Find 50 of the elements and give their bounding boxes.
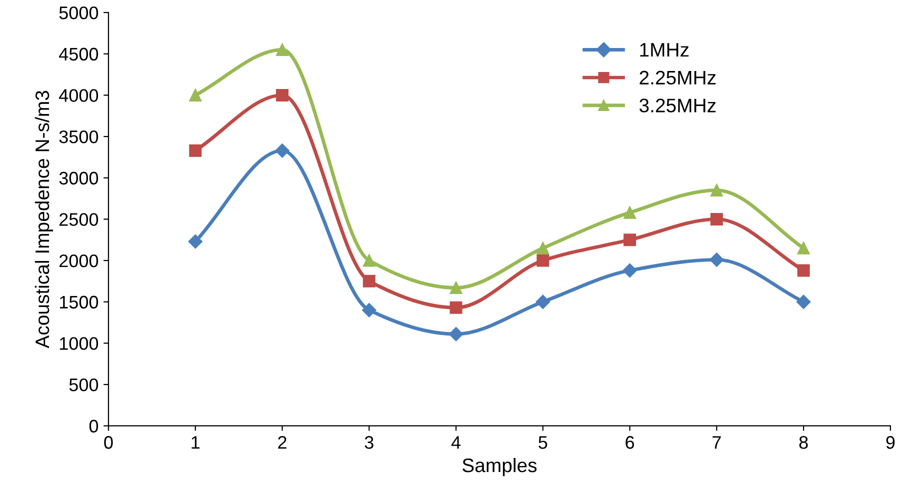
- x-tick-label: 3: [364, 436, 374, 449]
- point: [536, 254, 550, 267]
- legend-label: 3.25MHz: [639, 98, 716, 112]
- y-tick-label: 1000: [60, 337, 98, 350]
- point: [450, 282, 462, 294]
- point: [710, 184, 723, 197]
- y-tick-label: 4000: [59, 89, 98, 102]
- y-axis-title: Acoustical Impedence N-s/m3: [34, 90, 54, 348]
- point: [797, 242, 810, 254]
- x-tick-label: 7: [712, 436, 721, 449]
- x-tick-label: 6: [626, 436, 634, 449]
- point: [448, 327, 464, 342]
- y-tick-label: 3000: [59, 172, 98, 185]
- point: [450, 301, 462, 314]
- point: [710, 252, 724, 267]
- x-tick-label: 9: [886, 436, 895, 449]
- y-tick-label: 3500: [59, 130, 98, 144]
- point: [797, 264, 810, 277]
- y-tick-label: 1500: [60, 296, 98, 309]
- point: [710, 212, 723, 226]
- point: [624, 234, 636, 246]
- x-tick-label: 4: [451, 436, 461, 449]
- x-tick-label: 2: [278, 436, 286, 449]
- point: [622, 263, 637, 278]
- y-tick-label: 4500: [59, 48, 98, 61]
- point: [189, 88, 202, 102]
- x-tick-label: 0: [104, 436, 113, 449]
- point: [188, 234, 202, 249]
- x-tick-label: 8: [799, 436, 808, 449]
- y-tick-label: 500: [69, 378, 98, 392]
- y-tick-label: 2000: [60, 254, 98, 268]
- point: [624, 206, 636, 219]
- point: [362, 303, 376, 318]
- x-axis-title: Samples: [462, 458, 537, 476]
- point: [536, 294, 550, 309]
- legend-label: 1MHz: [640, 43, 689, 57]
- point: [796, 294, 811, 309]
- point: [189, 144, 202, 157]
- legend-label: 2.25MHz: [640, 70, 716, 85]
- y-tick-label: 2500: [60, 213, 98, 226]
- point: [276, 88, 288, 102]
- y-tick-label: 5000: [59, 6, 98, 20]
- point: [275, 143, 290, 158]
- x-tick-label: 5: [538, 436, 548, 449]
- point: [536, 242, 550, 254]
- y-tick-label: 0: [89, 420, 98, 433]
- x-tick-label: 1: [192, 436, 200, 449]
- point: [362, 254, 376, 267]
- point: [362, 274, 376, 288]
- point: [276, 43, 288, 56]
